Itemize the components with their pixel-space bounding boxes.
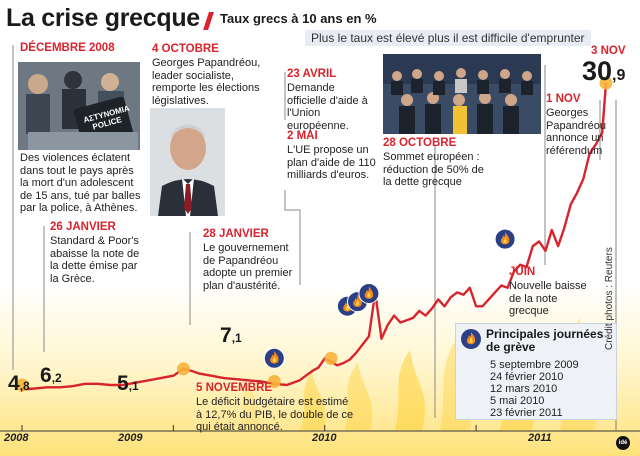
strike-marker-4 [358,283,380,304]
event-nov3-heading: 3 NOV [591,45,626,57]
strike-date: 12 mars 2010 [490,383,558,395]
event-june-heading: JUIN [509,266,536,278]
event-june-text: Nouvelle baisse de la note grecque [509,280,587,317]
year-label-2009: 2009 [118,432,143,444]
value-comma: , [19,379,24,393]
event-oct28-text: Sommet européen : réduction de 50% de la… [383,151,484,188]
value-int: 4 [8,372,20,395]
value-marker-6-2 [176,362,190,376]
afp-logo: idé [616,436,630,450]
event-nov1-text: Georges Papandréou annonce un référendum [546,107,606,157]
value-label-4-8: 4,8 [8,372,30,396]
event-apr23-text: Demande officielle d'aide à l'Union euro… [287,82,368,132]
value-marker-5-1 [267,375,281,389]
photo-riot: ΑΣΤΥΝΟΜΙΑ POLICE [18,62,140,150]
value-int: 6 [40,364,52,387]
strike-date: 5 mai 2010 [490,395,545,407]
year-label-2011: 2011 [528,432,552,444]
value-marker-7-1 [324,351,338,365]
strike-marker-1 [263,347,285,369]
leader-may2 [284,190,301,285]
value-label-5-1: 5,1 [117,372,139,396]
photo-summit [383,54,541,134]
event-jan28-heading: 28 JANVIER [203,228,269,240]
value-comma: , [612,67,617,84]
strike-date: 23 février 2011 [490,407,563,419]
event-may2-heading: 2 MAI [287,130,318,142]
value-comma: , [128,379,133,393]
strike-days-list: 5 septembre 2009 24 février 2010 12 mars… [490,359,579,419]
value-marker-4-8 [15,378,29,392]
value-dec: 9 [616,67,626,84]
strike-date: 5 septembre 2009 [490,359,579,371]
event-oct4-text: Georges Papandréou, leader socialiste, r… [152,57,261,107]
event-nov5-heading: 5 NOVEMBRE [196,382,273,394]
event-jan28-text: Le gouvernement de Papandréou adopte un … [203,242,293,292]
event-may2-text: L'UE propose un plan d'aide de 110 milli… [287,144,376,181]
photo-papandreou [150,108,225,216]
value-label-30-9: 30,9 [582,56,625,87]
summit-illustration [383,54,541,134]
leader-lines [12,45,601,418]
value-dec: 1 [132,379,139,393]
event-oct4-heading: 4 OCTOBRE [152,43,219,55]
riot-illustration [18,62,140,150]
value-dec: 2 [55,371,62,385]
value-marker-30-9 [599,76,613,90]
year-label-2010: 2010 [312,432,337,444]
year-label-2008: 2008 [4,432,29,444]
legend-series-label: Taux grecs à 10 ans en % [220,11,377,26]
event-dec2008-text: Des violences éclatent dans tout le pays… [20,152,141,214]
event-oct28-heading: 28 OCTOBRE [383,137,457,149]
event-nov1-heading: 1 NOV [546,93,581,105]
event-nov5-text: Le déficit budgétaire est estimé à 12,7%… [196,396,354,433]
value-int: 30 [582,56,613,86]
value-dec: 8 [23,379,30,393]
page-title: La crise grecque [6,4,200,32]
event-jan26-text: Standard & Poor's abaisse la note de la … [50,235,140,285]
value-int: 5 [117,372,129,395]
value-label-6-2: 6,2 [40,364,62,388]
rate-line [21,82,608,391]
strike-days-title: Principales journées de grève [486,327,604,354]
photo-credit: Crédit photos : Reuters [604,247,615,350]
value-label-7-1: 7,1 [220,324,242,348]
event-dec2008-heading: DÉCEMBRE 2008 [20,42,115,54]
value-comma: , [51,371,56,385]
value-int: 7 [220,324,232,347]
event-apr23-heading: 23 AVRIL [287,68,337,80]
event-jan26-heading: 26 JANVIER [50,221,116,233]
strike-date: 24 février 2010 [490,371,564,383]
strike-days-box: Principales journées de grève 5 septembr… [455,323,617,420]
strike-flame-icon [461,329,481,349]
portrait-illustration [150,108,225,216]
legend-subtitle: Plus le taux est élevé plus il est diffi… [305,30,591,46]
strike-marker-5 [494,228,516,250]
value-comma: , [231,331,236,345]
value-dec: 1 [235,331,242,345]
